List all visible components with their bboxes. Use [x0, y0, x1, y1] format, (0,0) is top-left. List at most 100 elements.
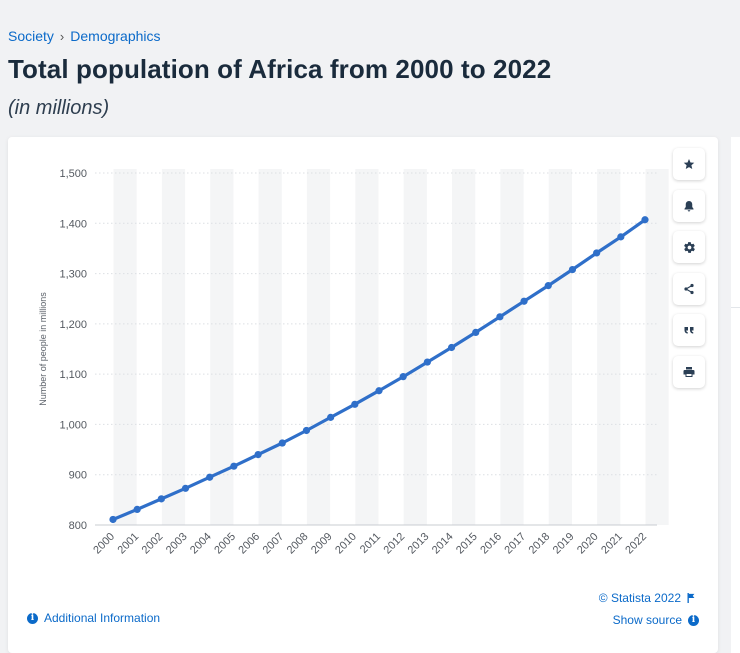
info-icon: i	[27, 612, 38, 624]
copyright-label: © Statista 2022	[598, 591, 681, 605]
y-tick-label: 800	[69, 520, 87, 532]
data-point[interactable]	[617, 233, 625, 241]
column-band	[645, 169, 669, 525]
y-tick-label: 1,400	[59, 218, 87, 230]
column-band	[210, 169, 234, 525]
data-point[interactable]	[423, 358, 431, 366]
y-tick-label: 1,200	[59, 319, 87, 331]
column-band	[500, 169, 524, 525]
data-point[interactable]	[544, 282, 552, 290]
bell-icon	[684, 200, 694, 211]
y-axis-labels: 800 900 1,000 1,100 1,200 1,300 1,400 1,500	[59, 168, 87, 532]
data-point[interactable]	[593, 249, 601, 257]
x-tick-label: 2002	[140, 531, 166, 557]
data-point[interactable]	[641, 216, 649, 224]
breadcrumb-demographics[interactable]: Demographics	[70, 28, 161, 44]
x-tick-label: 2004	[188, 531, 214, 557]
x-tick-label: 2008	[285, 531, 311, 557]
series-points	[109, 216, 649, 524]
column-band	[161, 169, 186, 525]
data-point[interactable]	[568, 265, 577, 274]
favorite-button[interactable]	[673, 148, 705, 180]
y-tick-label: 900	[69, 470, 87, 482]
info-icon: i	[688, 614, 699, 626]
additional-information-link[interactable]: i Additional Information	[27, 611, 160, 625]
column-band	[403, 169, 427, 525]
printer-icon	[683, 366, 695, 377]
data-point[interactable]	[520, 297, 528, 305]
y-tick-label: 1,300	[59, 269, 87, 281]
x-tick-label: 2005	[212, 531, 238, 557]
breadcrumb-society[interactable]: Society	[8, 28, 54, 44]
chart-toolbar	[673, 148, 707, 397]
y-axis-title: Number of people in millions	[38, 292, 48, 406]
x-tick-label: 2009	[309, 531, 335, 557]
x-tick-label: 2014	[430, 531, 456, 557]
column-band	[258, 169, 282, 525]
column-band	[597, 169, 621, 525]
data-point[interactable]	[302, 426, 311, 435]
settings-button[interactable]	[673, 231, 705, 263]
column-band	[452, 169, 476, 525]
x-tick-label: 2012	[382, 531, 408, 557]
column-band	[355, 169, 379, 525]
x-tick-label: 2013	[406, 531, 432, 557]
side-panel-edge	[731, 137, 740, 653]
data-point[interactable]	[230, 462, 238, 470]
data-point[interactable]	[496, 313, 504, 321]
x-tick-label: 2006	[236, 531, 262, 557]
x-tick-label: 2007	[261, 531, 287, 557]
x-tick-label: 2016	[478, 531, 504, 557]
data-point[interactable]	[327, 413, 335, 421]
x-tick-label: 2015	[454, 531, 480, 557]
column-band	[548, 169, 572, 525]
share-icon	[684, 283, 694, 294]
print-button[interactable]	[673, 355, 705, 388]
copyright-link[interactable]: © Statista 2022	[599, 591, 696, 605]
x-tick-label: 2003	[164, 531, 190, 557]
x-tick-label: 2010	[333, 531, 359, 557]
data-point[interactable]	[278, 439, 286, 447]
data-point[interactable]	[472, 328, 480, 337]
breadcrumb: Society › Demographics	[8, 28, 740, 44]
cite-button[interactable]	[673, 314, 705, 346]
data-point[interactable]	[351, 400, 359, 408]
x-tick-label: 2011	[358, 531, 383, 556]
additional-information-label: Additional Information	[44, 611, 161, 625]
y-tick-label: 1,100	[59, 369, 87, 381]
x-tick-label: 2001	[116, 531, 142, 557]
x-tick-label: 2000	[91, 531, 117, 557]
data-point[interactable]	[399, 373, 407, 381]
column-band	[306, 169, 331, 525]
page-subtitle: (in millions)	[8, 97, 110, 119]
data-point[interactable]	[206, 473, 214, 481]
data-point[interactable]	[133, 505, 141, 514]
column-band	[113, 169, 137, 525]
data-point[interactable]	[157, 495, 165, 503]
chart-gridlines	[95, 172, 657, 526]
chart-bands	[113, 169, 669, 525]
star-icon	[683, 159, 695, 169]
show-source-label: Show source	[612, 613, 682, 627]
x-tick-label: 2019	[551, 531, 577, 557]
data-point[interactable]	[181, 484, 190, 492]
x-tick-label: 2022	[623, 531, 649, 557]
x-tick-label: 2021	[599, 531, 625, 557]
quote-icon	[684, 327, 694, 334]
x-tick-label: 2018	[527, 531, 553, 557]
y-tick-label: 1,000	[59, 419, 87, 431]
data-point[interactable]	[447, 343, 456, 352]
y-tick-label: 1,500	[59, 168, 87, 180]
x-axis-labels: 2000200120022003200420052006200720082009…	[91, 531, 649, 557]
flag-icon	[687, 593, 695, 603]
share-button[interactable]	[673, 272, 705, 305]
x-tick-label: 2017	[502, 531, 528, 557]
data-point[interactable]	[375, 387, 383, 395]
data-point[interactable]	[109, 515, 117, 524]
gear-icon	[683, 241, 695, 253]
data-point[interactable]	[254, 451, 262, 459]
notification-button[interactable]	[673, 189, 705, 222]
breadcrumb-separator: ›	[59, 28, 65, 44]
show-source-link[interactable]: Show source i	[613, 613, 699, 627]
